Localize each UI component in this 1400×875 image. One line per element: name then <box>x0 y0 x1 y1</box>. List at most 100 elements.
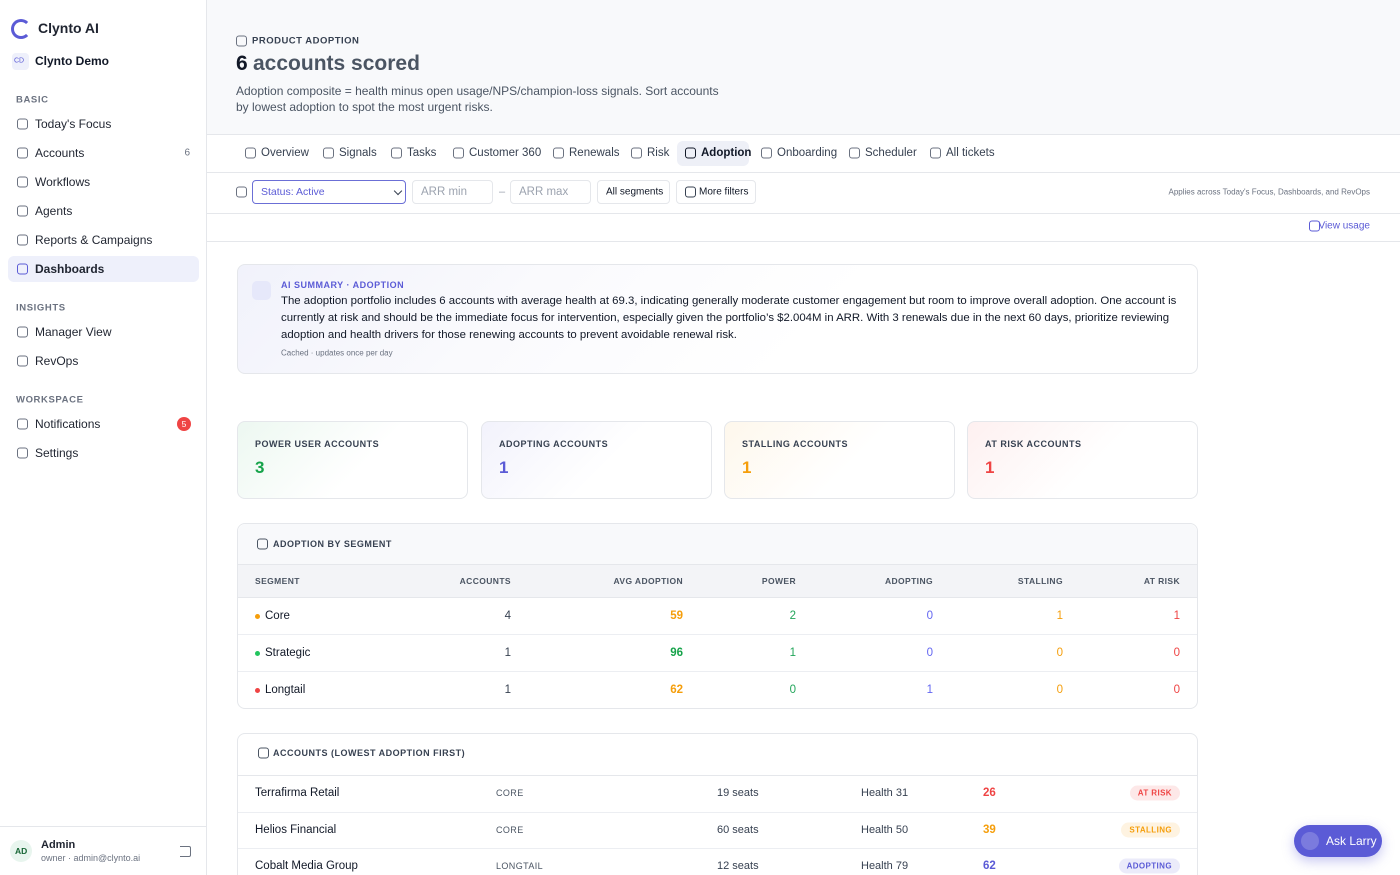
brand: Clynto AI <box>38 20 99 36</box>
tab[interactable]: Scheduler <box>865 147 917 159</box>
tab-icon <box>761 147 772 159</box>
user-name: Admin <box>41 839 76 851</box>
tab[interactable]: Overview <box>261 147 309 159</box>
logout-button[interactable] <box>180 846 191 857</box>
tab[interactable]: Onboarding <box>777 147 838 159</box>
segments-button[interactable] <box>597 180 670 204</box>
cell: 0 <box>789 684 796 696</box>
account-name[interactable]: Terrafirma Retail <box>255 787 340 799</box>
tab[interactable]: Signals <box>339 147 377 159</box>
ai-text: The adoption portfolio includes 6 accoun… <box>281 295 1177 341</box>
ai-label: AI SUMMARY · ADOPTION <box>281 280 405 290</box>
workspace-name[interactable]: Clynto Demo <box>35 54 110 68</box>
cell: 0 <box>1173 647 1180 659</box>
nav-icon <box>17 118 28 130</box>
cell: 0 <box>1056 684 1063 696</box>
tab-icon <box>631 147 642 159</box>
nav-item[interactable]: Today's Focus <box>35 117 112 131</box>
account-segment: CORE <box>496 824 524 835</box>
more-filters-button[interactable] <box>676 180 756 204</box>
kpi-label: AT RISK ACCOUNTS <box>985 439 1082 449</box>
cell: 59 <box>670 610 683 622</box>
column-header: STALLING <box>1017 576 1063 586</box>
trend-icon <box>257 538 268 550</box>
arr-min-input[interactable] <box>412 180 493 204</box>
nav-item[interactable]: Manager View <box>35 325 112 339</box>
workspace-initials: CD <box>14 57 25 65</box>
tab[interactable]: Customer 360 <box>469 147 542 159</box>
tab[interactable]: Tasks <box>407 147 437 159</box>
page-header <box>207 0 1400 135</box>
active-nav <box>8 256 199 282</box>
filter-icon <box>236 186 247 198</box>
nav-item[interactable]: Dashboards <box>35 262 105 276</box>
tab[interactable]: Risk <box>647 147 670 159</box>
cell: 1 <box>504 647 511 659</box>
kpi-label: ADOPTING ACCOUNTS <box>499 439 609 449</box>
nav-item[interactable]: RevOps <box>35 354 79 368</box>
cell: 1 <box>504 684 511 696</box>
tab[interactable]: Renewals <box>569 147 620 159</box>
kpi-value: 1 <box>499 458 509 477</box>
kpi-label: POWER USER ACCOUNTS <box>255 439 380 449</box>
title: accounts scored <box>253 52 420 75</box>
column-header: POWER <box>761 576 796 586</box>
account-name[interactable]: Helios Financial <box>255 823 337 836</box>
ai-icon <box>252 281 271 300</box>
kpi-card <box>724 421 955 499</box>
row-divider <box>238 671 1197 672</box>
usage-icon <box>1309 220 1320 232</box>
ask-larry-label[interactable]: Ask Larry <box>1326 834 1377 848</box>
filter-bar <box>207 172 1400 214</box>
cell: 0 <box>1173 684 1180 696</box>
row-divider <box>238 811 1197 813</box>
account-health: Health 31 <box>861 787 909 799</box>
arr-max-input[interactable] <box>510 180 591 204</box>
badge <box>177 417 191 431</box>
nav-item[interactable]: Settings <box>35 446 79 460</box>
account-seats: 19 seats <box>717 787 759 799</box>
kpi-label: STALLING ACCOUNTS <box>742 439 848 449</box>
tab-icon <box>930 147 941 159</box>
account-health: Health 79 <box>861 860 909 872</box>
larry-icon <box>1301 832 1319 850</box>
status-select[interactable] <box>252 180 406 204</box>
row-divider <box>238 848 1197 849</box>
title-count: 6 <box>236 52 248 75</box>
cell: 62 <box>670 684 683 696</box>
nav-item[interactable]: Agents <box>35 204 73 218</box>
nav-icon <box>17 263 28 275</box>
account-segment: CORE <box>496 788 524 798</box>
column-header: AT RISK <box>1143 576 1180 586</box>
tab[interactable]: Adoption <box>701 147 752 159</box>
nav-icon <box>17 326 28 338</box>
ask-larry-button[interactable] <box>1294 825 1382 857</box>
tab-icon <box>245 147 256 159</box>
tab[interactable]: All tickets <box>946 147 995 159</box>
section-title: BASIC <box>16 94 49 106</box>
row-divider <box>238 634 1197 635</box>
tab-icon <box>685 147 696 159</box>
divider <box>207 241 1400 242</box>
cell: 4 <box>504 610 511 622</box>
tab-icon <box>453 147 464 159</box>
segment-dot <box>255 650 260 656</box>
nav-item[interactable]: Accounts <box>35 146 85 160</box>
nav-icon <box>17 147 28 159</box>
cell: 96 <box>670 647 683 659</box>
account-adoption: 39 <box>983 823 996 836</box>
nav-item[interactable]: Reports & Campaigns <box>35 233 153 247</box>
column-header: ADOPTING <box>884 576 933 586</box>
eyebrow-icon <box>236 35 247 47</box>
segment-dot <box>255 687 260 693</box>
divider <box>238 775 1197 776</box>
column-header: AVG ADOPTION <box>613 576 683 586</box>
status-value: Status: Active <box>261 186 325 198</box>
kpi-card <box>967 421 1198 499</box>
section-title: WORKSPACE <box>16 394 84 406</box>
nav-icon <box>17 418 28 430</box>
account-name[interactable]: Cobalt Media Group <box>255 860 358 872</box>
nav-item[interactable]: Notifications <box>35 417 101 431</box>
cell: 0 <box>926 610 933 622</box>
nav-item[interactable]: Workflows <box>35 175 91 189</box>
